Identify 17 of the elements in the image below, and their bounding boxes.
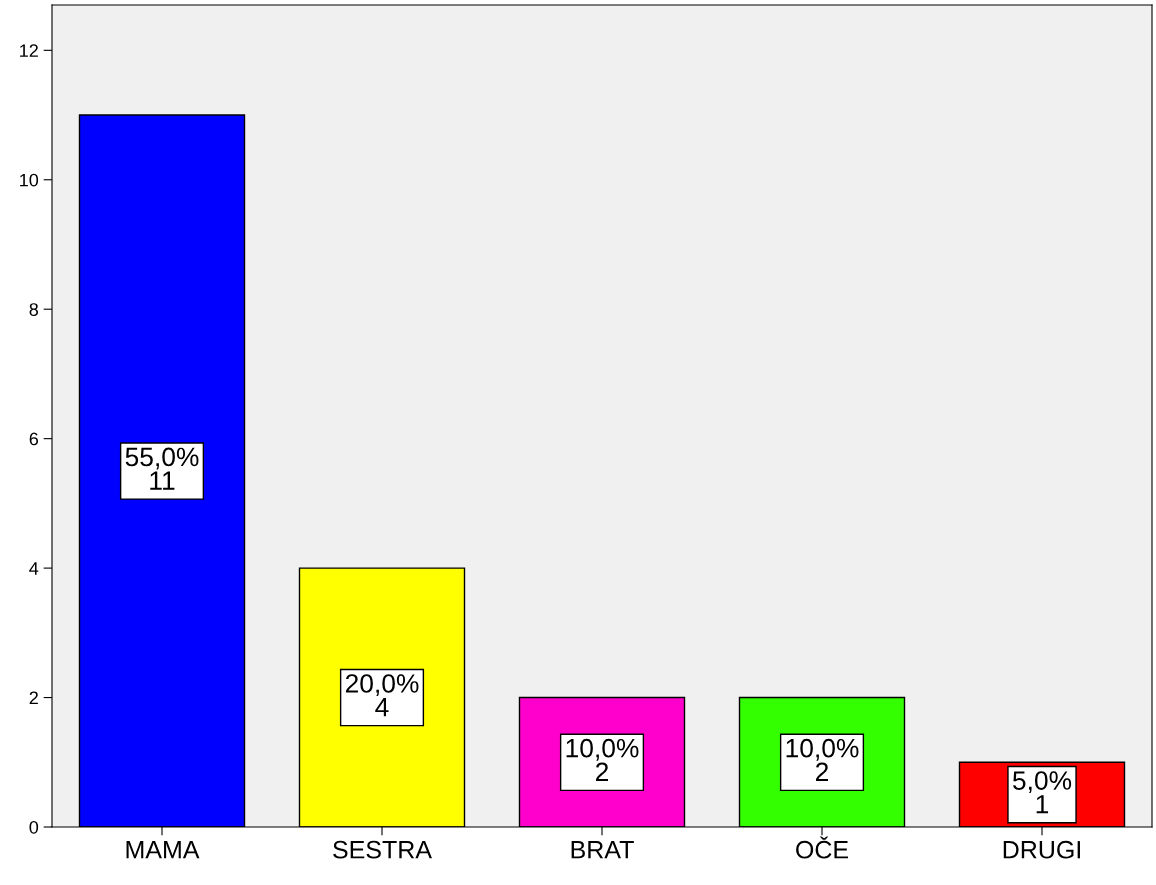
data-label: 10,0% 2 [786, 738, 859, 781]
y-tick-label: 0 [29, 820, 39, 834]
x-tick-label: BRAT [571, 841, 634, 859]
y-tick-label: 10 [20, 173, 39, 187]
x-tick-label: MAMA [126, 841, 200, 859]
data-label: 5,0% 1 [1012, 771, 1072, 814]
y-tick-label: 4 [29, 562, 39, 575]
data-label: 55,0% 11 [125, 447, 199, 490]
y-tick-label: 2 [29, 691, 38, 705]
data-label: 10,0% 2 [566, 738, 639, 781]
y-tick-label: 12 [20, 44, 38, 57]
x-tick-label: OČE [796, 836, 849, 859]
y-tick-label: 8 [29, 303, 39, 316]
data-label: 20,0% 4 [345, 674, 419, 717]
x-tick-label: SESTRA [333, 840, 432, 859]
x-tick-label: DRUGI [1003, 840, 1080, 859]
y-tick-label: 6 [29, 432, 39, 446]
